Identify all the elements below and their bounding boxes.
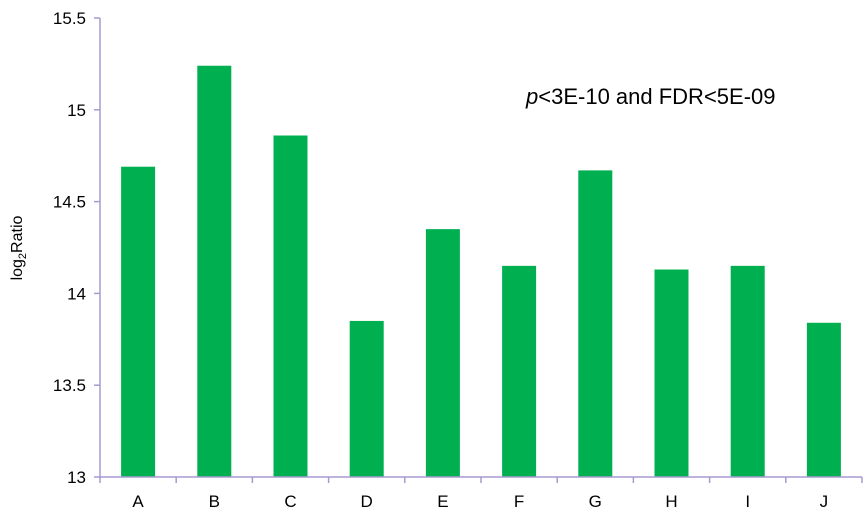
x-category-label: F (514, 492, 524, 511)
bars-group (121, 65, 841, 478)
y-axis-label: log2Ratio (9, 215, 29, 280)
x-category-label: B (209, 492, 220, 511)
significance-annotation: p<3E-10 and FDR<5E-09 (525, 84, 776, 109)
bar-d (349, 320, 384, 477)
bar-e (425, 229, 460, 477)
bar-i (730, 265, 765, 477)
y-axis-label-prefix: log (9, 259, 26, 280)
x-category-label: G (589, 492, 602, 511)
y-axis-label-suffix: Ratio (9, 215, 26, 252)
x-category-label: H (665, 492, 677, 511)
bar-b (197, 65, 232, 478)
y-tick-label: 15 (67, 101, 86, 120)
bar-f (502, 265, 537, 477)
y-tick-label: 14.5 (53, 193, 86, 212)
y-axis-label-subscript: 2 (17, 253, 29, 259)
x-category-label: C (284, 492, 296, 511)
bar-c (273, 135, 308, 477)
annotation-text: <3E-10 and FDR<5E-09 (538, 84, 775, 109)
x-category-label: J (820, 492, 829, 511)
y-tick-label: 14 (67, 284, 86, 303)
y-ticks-group: 13 13.5 14 14.5 15 15.5 (53, 9, 100, 487)
bar-h (654, 269, 689, 477)
bar-j (806, 322, 841, 477)
bar-g (578, 170, 613, 477)
y-tick-label: 13.5 (53, 376, 86, 395)
annotation-p-symbol: p (525, 84, 538, 109)
x-ticks-group: A B C D E F G H I J (99, 477, 863, 511)
x-category-label: E (437, 492, 448, 511)
y-tick-label: 13 (67, 468, 86, 487)
y-tick-label: 15.5 (53, 9, 86, 28)
x-category-label: D (361, 492, 373, 511)
x-category-label: I (745, 492, 750, 511)
bar-a (121, 166, 156, 477)
x-category-label: A (132, 492, 144, 511)
